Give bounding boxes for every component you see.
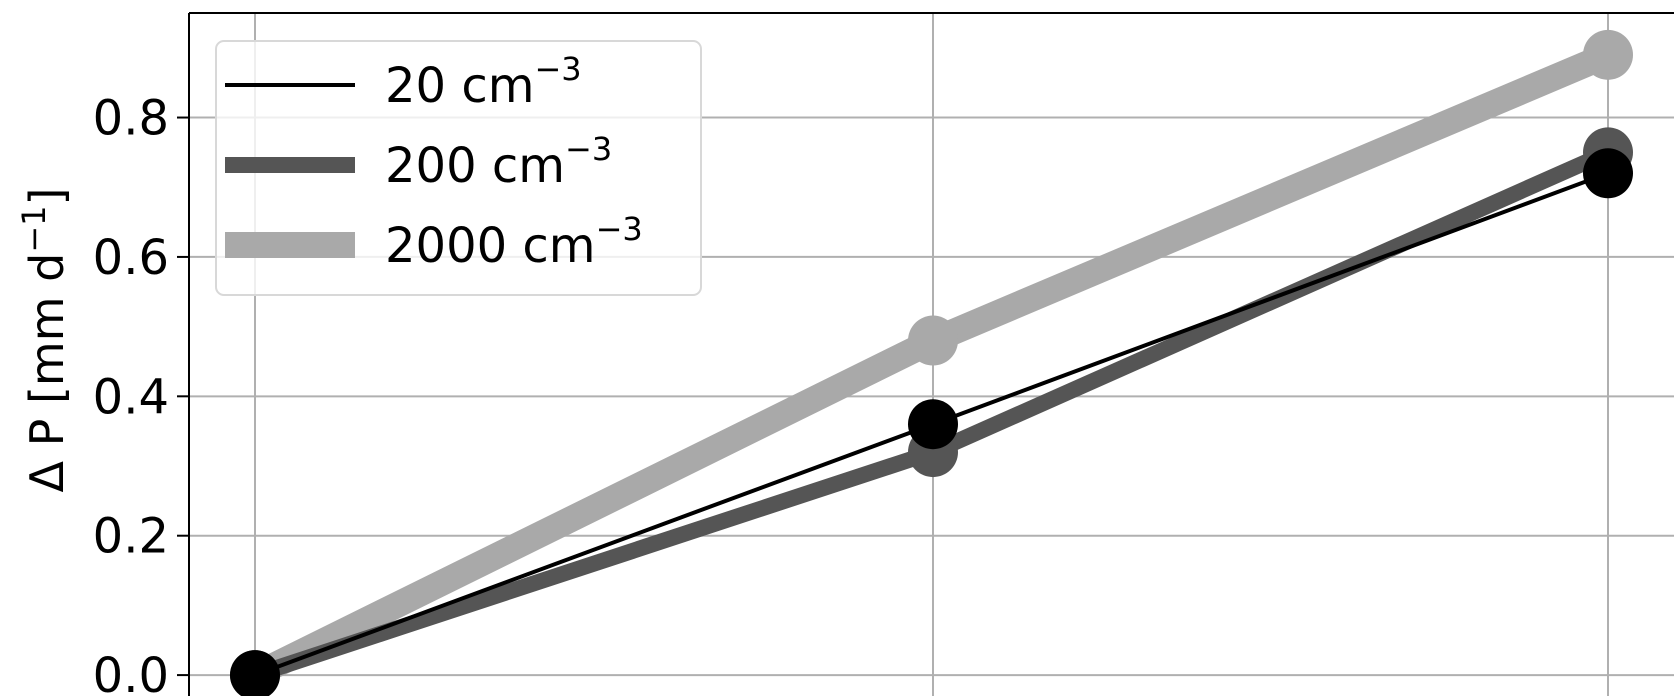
y-axis-label: Δ P [mm d−1] (15, 188, 74, 493)
y-tick-label: 0.8 (93, 91, 169, 147)
y-tick-label: 0.4 (93, 369, 169, 425)
legend-label: 200 cm−3 (385, 130, 612, 194)
y-tick-label: 0.2 (93, 509, 169, 565)
data-point (230, 650, 280, 696)
data-point (908, 315, 958, 366)
legend-label: 20 cm−3 (385, 50, 582, 114)
data-point (908, 399, 958, 450)
y-tick-label: 0.0 (93, 648, 169, 696)
legend-frame (215, 40, 702, 296)
y-axis-ticks: 0.0 0.2 0.4 0.6 0.8 (93, 91, 189, 696)
series-2 (230, 148, 1633, 696)
data-point (1583, 29, 1633, 80)
data-point (1583, 148, 1633, 199)
legend-label: 2000 cm−3 (385, 210, 643, 274)
plot-area (230, 29, 1633, 696)
legend: 20 cm−3 200 cm−3 2000 cm−3 (215, 40, 702, 296)
y-tick-label: 0.6 (93, 230, 169, 286)
